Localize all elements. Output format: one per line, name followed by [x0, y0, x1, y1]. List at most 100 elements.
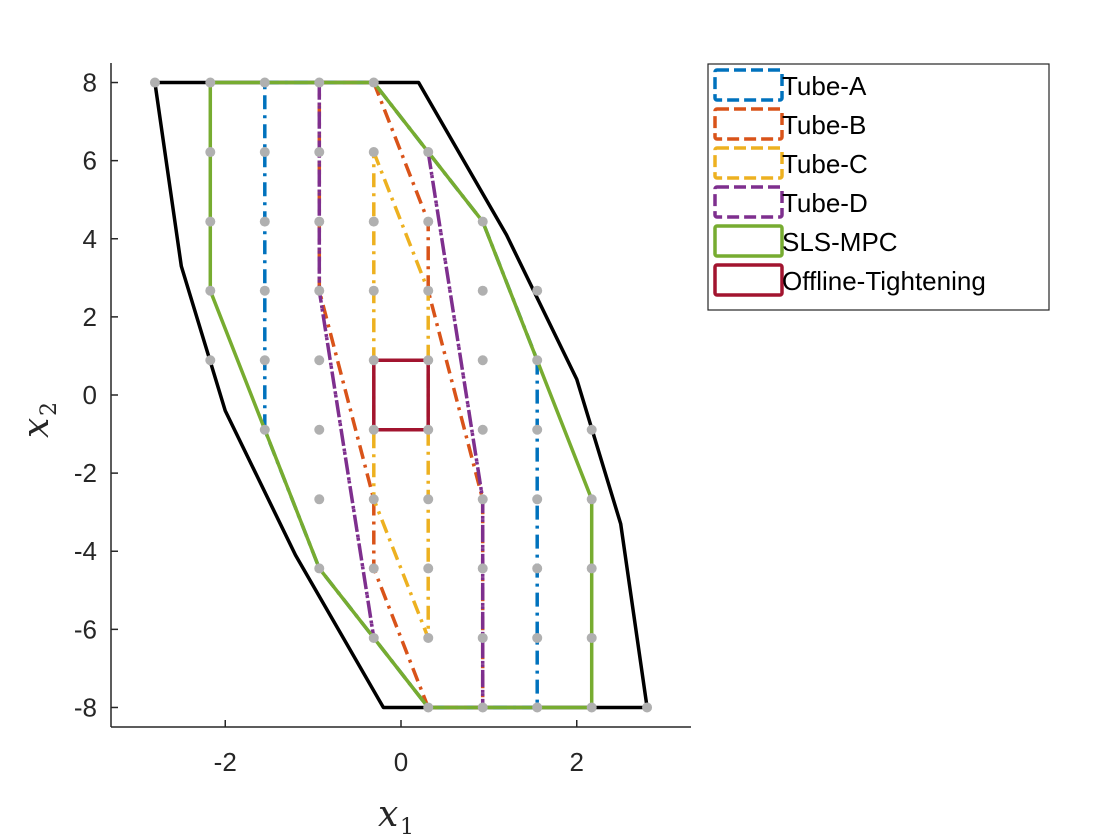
grid-point [259, 355, 270, 366]
legend: Tube-A Tube-B Tube-C Tube-D SLS-MPC Offline-T… [707, 63, 1050, 311]
legend-swatch-tube-b [713, 107, 784, 141]
y-axis-label-group: x2 [16, 402, 62, 438]
grid-point [423, 355, 434, 366]
grid-point [205, 285, 216, 296]
grid-point [532, 563, 543, 574]
x-tick-label: 0 [394, 747, 408, 777]
grid-point [423, 632, 434, 643]
grid-point [314, 424, 325, 435]
grid-point [532, 285, 543, 296]
grid-point [586, 494, 597, 505]
grid-point [423, 147, 434, 158]
grid-point [423, 563, 434, 574]
series-tube-a-line [263, 80, 539, 710]
grid-point [423, 424, 434, 435]
series-tube-b-line [317, 80, 485, 710]
grid-point [368, 285, 379, 296]
grid-point [477, 285, 488, 296]
legend-label-offline-tightening: Offline-Tightening [782, 266, 986, 296]
grid-point [368, 563, 379, 574]
grid-point [205, 355, 216, 366]
grid-point [259, 77, 270, 88]
y-tick-label: -4 [74, 536, 97, 566]
grid-point [477, 702, 488, 713]
grid-point [423, 216, 434, 227]
grid-point [423, 494, 434, 505]
grid-point [314, 77, 325, 88]
y-tick-label: -8 [74, 692, 97, 722]
grid-point [477, 632, 488, 643]
grid-point [149, 77, 160, 88]
grid-point [368, 77, 379, 88]
legend-swatch-offline-tightening [713, 263, 784, 297]
grid-point [368, 424, 379, 435]
grid-point [532, 355, 543, 366]
grid-point [314, 563, 325, 574]
grid-point [205, 77, 216, 88]
y-axis-label: x [16, 418, 57, 438]
grid-point [586, 702, 597, 713]
series-offline-tightening-line [372, 358, 430, 432]
legend-label-tube-b: Tube-B [782, 110, 866, 140]
grid-point [368, 632, 379, 643]
legend-swatch-tube-d [713, 185, 784, 219]
grid-point [586, 563, 597, 574]
plot-area [149, 77, 653, 713]
legend-box [707, 63, 1050, 311]
legend-swatch-tube-a [713, 68, 784, 102]
outer-constraint-set [153, 80, 649, 710]
grid-point [314, 494, 325, 505]
series-tube-d-line [317, 82, 376, 640]
grid-point [368, 216, 379, 227]
grid-point [477, 424, 488, 435]
grid-point [259, 216, 270, 227]
legend-swatch-tube-c [713, 146, 784, 180]
grid-point [259, 147, 270, 158]
grid-point [532, 632, 543, 643]
grid-point [205, 216, 216, 227]
x-tick-label: 2 [570, 747, 584, 777]
series-tube-c-line [372, 151, 430, 640]
grid-point [423, 702, 434, 713]
x-axis-label-subscript: 1 [400, 815, 414, 840]
legend-label-sls-mpc: SLS-MPC [782, 227, 898, 257]
grid-point [205, 147, 216, 158]
legend-swatch-sls-mpc [713, 224, 784, 258]
x-axis-label: x [378, 794, 398, 835]
y-tick-label: 8 [83, 68, 97, 98]
grid-point [314, 355, 325, 366]
grid-point [477, 563, 488, 574]
grid-point [477, 355, 488, 366]
grid-point [368, 494, 379, 505]
series-tube-d-line-2 [426, 151, 485, 710]
grid-point [477, 216, 488, 227]
legend-label-tube-d: Tube-D [782, 188, 868, 218]
legend-label-tube-a: Tube-A [782, 71, 867, 101]
y-tick-label: -6 [74, 614, 97, 644]
grid-point [423, 285, 434, 296]
grid-point [314, 216, 325, 227]
y-tick-label: -2 [74, 458, 97, 488]
legend-label-tube-c: Tube-C [782, 149, 868, 179]
grid-point [368, 147, 379, 158]
grid-point [532, 494, 543, 505]
grid-point [586, 424, 597, 435]
grid-point [259, 285, 270, 296]
y-tick-label: 2 [83, 302, 97, 332]
y-tick-label: 4 [83, 224, 97, 254]
grid-point [314, 147, 325, 158]
y-tick-label: 6 [83, 146, 97, 176]
grid-point [532, 424, 543, 435]
grid-point [586, 632, 597, 643]
grid-point [642, 702, 653, 713]
grid-point [532, 702, 543, 713]
grid-point [368, 355, 379, 366]
series-sls-mpc-line [208, 80, 594, 710]
y-tick-label: 0 [83, 380, 97, 410]
grid-point [477, 494, 488, 505]
x-tick-label: -2 [214, 747, 237, 777]
grid-point [314, 285, 325, 296]
grid-point [259, 424, 270, 435]
